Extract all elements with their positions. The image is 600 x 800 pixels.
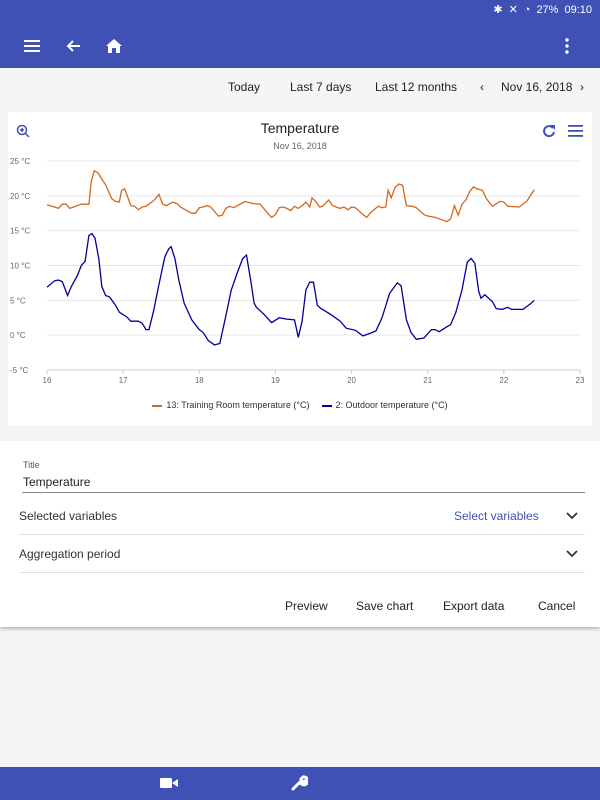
current-date: Nov 16, 2018 xyxy=(501,80,573,94)
battery-level: 27% xyxy=(536,3,559,16)
temperature-chart: -5 °C 0 °C 5 °C 10 °C 15 °C 20 °C 25 °C 16 17 18 1… xyxy=(10,157,585,385)
legend-label: 2: Outdoor temperature (°C) xyxy=(335,400,448,410)
x-tick-label: 22 xyxy=(499,376,508,385)
range-last-12-months-button[interactable]: Last 12 months xyxy=(375,80,458,94)
wifi-signal-icon: ◔ xyxy=(523,3,531,16)
zoom-in-icon[interactable] xyxy=(16,124,30,138)
y-tick-label: 20 °C xyxy=(10,192,30,201)
divider xyxy=(19,572,585,573)
chart-title: Temperature xyxy=(260,120,340,136)
range-today-button[interactable]: Today xyxy=(228,80,261,94)
series-line-1 xyxy=(46,169,535,223)
app-bar: ✱ ✕ ◔ 27% 09:10 xyxy=(0,0,600,68)
y-tick-label: 15 °C xyxy=(10,227,30,236)
clock: 09:10 xyxy=(564,3,592,16)
x-tick-label: 23 xyxy=(576,376,585,385)
next-date-chevron-icon[interactable]: › xyxy=(580,80,584,94)
x-tick-label: 20 xyxy=(347,376,356,385)
x-tick-label: 17 xyxy=(119,376,128,385)
selected-variables-label: Selected variables xyxy=(19,509,118,523)
y-tick-label: 5 °C xyxy=(10,296,26,305)
chart-settings-form: Title Temperature Selected variables Sel… xyxy=(0,441,600,627)
menu-icon[interactable] xyxy=(21,34,45,58)
y-tick-label: -5 °C xyxy=(10,366,29,375)
chart-card: Temperature Nov 16, 2018 -5 °C 0 °C 5 °C 10… xyxy=(8,112,592,426)
x-tick-label: 21 xyxy=(423,376,432,385)
status-bar: ✱ ✕ ◔ 27% 09:10 xyxy=(493,3,592,17)
prev-date-chevron-icon[interactable]: ‹ xyxy=(480,80,484,94)
x-tick-label: 19 xyxy=(271,376,280,385)
wrench-icon[interactable] xyxy=(290,774,308,792)
chart-subtitle: Nov 16, 2018 xyxy=(273,141,327,151)
bottom-nav xyxy=(0,767,600,800)
y-tick-label: 25 °C xyxy=(10,157,30,166)
preview-button[interactable]: Preview xyxy=(285,599,328,613)
save-chart-button[interactable]: Save chart xyxy=(356,599,414,613)
more-vert-icon[interactable] xyxy=(555,34,579,58)
export-data-button[interactable]: Export data xyxy=(443,599,505,613)
range-last-7-days-button[interactable]: Last 7 days xyxy=(290,80,352,94)
mute-icon: ✕ xyxy=(508,4,518,16)
aggregation-period-label[interactable]: Aggregation period xyxy=(19,547,121,561)
select-variables-link[interactable]: Select variables xyxy=(454,509,539,523)
y-tick-label: 10 °C xyxy=(10,262,30,271)
series-line-2 xyxy=(46,232,535,346)
cancel-button[interactable]: Cancel xyxy=(538,599,576,613)
title-field-label: Title xyxy=(23,460,40,470)
title-input[interactable]: Temperature xyxy=(23,475,91,489)
chevron-down-icon[interactable] xyxy=(566,512,578,520)
legend-item-outdoor[interactable]: 2: Outdoor temperature (°C) xyxy=(321,400,448,410)
divider xyxy=(19,534,585,535)
y-tick-label: 0 °C xyxy=(10,331,26,340)
chart-legend: 13: Training Room temperature (°C) 2: Ou… xyxy=(8,400,592,410)
refresh-icon[interactable] xyxy=(542,124,556,138)
home-icon[interactable] xyxy=(102,34,126,58)
x-tick-label: 16 xyxy=(43,376,52,385)
back-arrow-icon[interactable] xyxy=(61,34,85,58)
chevron-down-icon[interactable] xyxy=(566,550,578,558)
legend-label: 13: Training Room temperature (°C) xyxy=(166,400,310,410)
chart-menu-icon[interactable] xyxy=(568,125,584,137)
x-tick-label: 18 xyxy=(195,376,204,385)
legend-item-training-room[interactable]: 13: Training Room temperature (°C) xyxy=(152,400,310,410)
bluetooth-icon: ✱ xyxy=(493,4,503,16)
title-input-underline xyxy=(22,492,585,493)
video-camera-icon[interactable] xyxy=(160,777,178,789)
